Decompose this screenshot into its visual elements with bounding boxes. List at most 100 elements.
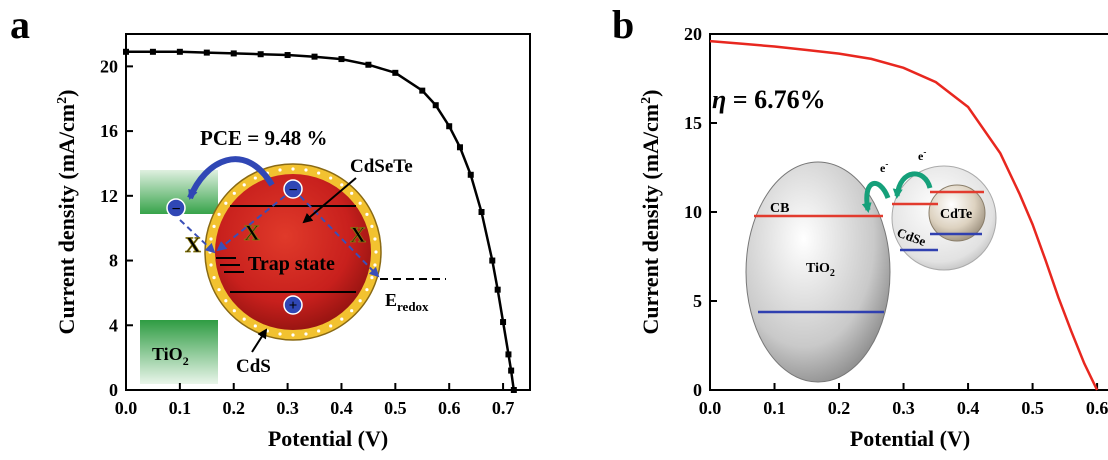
shell-dot bbox=[253, 324, 257, 328]
y-axis-label: Current density (mA/cm2) bbox=[638, 90, 663, 335]
cdsete-label: CdSeTe bbox=[350, 156, 413, 177]
x-tick-label: 0.1 bbox=[763, 398, 786, 418]
x-tick-label: 0.2 bbox=[222, 398, 245, 418]
shell-dot bbox=[340, 317, 344, 321]
hole-core-sign: + bbox=[289, 298, 298, 314]
shell-dot bbox=[350, 191, 354, 195]
block-mark-1: X bbox=[185, 232, 201, 257]
data-point bbox=[494, 286, 501, 293]
y-tick-label: 4 bbox=[109, 315, 118, 335]
cds-pointer bbox=[251, 328, 268, 353]
injection-arrow bbox=[187, 156, 275, 200]
y-tick-label: 8 bbox=[109, 251, 118, 271]
data-point bbox=[392, 69, 399, 76]
tio2-label-b: TiO2 bbox=[806, 261, 835, 279]
series-line bbox=[709, 39, 1099, 391]
x-tick-label: 0.5 bbox=[384, 398, 407, 418]
x-tick-label: 0.7 bbox=[492, 398, 515, 418]
x-tick-label: 0.0 bbox=[115, 398, 138, 418]
shell-dot bbox=[329, 324, 333, 328]
y-axis-label: Current density (mA/cm2) bbox=[54, 90, 79, 335]
data-point bbox=[230, 50, 237, 57]
electron-core-sign: − bbox=[288, 182, 297, 199]
shell-dot bbox=[291, 167, 295, 171]
shell-dot bbox=[224, 201, 228, 205]
electron-core bbox=[283, 179, 303, 199]
shell-dot bbox=[370, 224, 374, 228]
pce-label: PCE = 9.48 % bbox=[200, 126, 327, 150]
data-point bbox=[510, 387, 517, 393]
y-tick-label: 12 bbox=[100, 186, 118, 206]
data-point bbox=[257, 51, 264, 58]
shell-dot bbox=[304, 168, 308, 172]
data-point bbox=[446, 123, 453, 130]
panel-b: b CB TiO2 CdTe CdSe e- e- η = 6.76% 0.0 0… bbox=[612, 2, 1108, 451]
x-axis-label: Potential (V) bbox=[850, 426, 970, 451]
data-point bbox=[284, 52, 291, 59]
transfer-arrow-cdte-cdse bbox=[892, 171, 933, 199]
data-point bbox=[123, 48, 129, 55]
shell-dot bbox=[317, 171, 321, 175]
shell-dot bbox=[317, 329, 321, 333]
electron-tio2-sign: − bbox=[171, 201, 180, 218]
panel-a: a TiO2 Trap state − + − bbox=[10, 2, 531, 451]
shell-dot bbox=[217, 212, 221, 216]
trap-levels bbox=[216, 257, 244, 273]
shell-dot bbox=[304, 332, 308, 336]
data-point bbox=[311, 53, 318, 60]
shell-dot bbox=[373, 237, 377, 241]
trap-state-label: Trap state bbox=[248, 253, 335, 275]
x-tick-label: 0.0 bbox=[699, 398, 722, 418]
shell-dot bbox=[209, 263, 213, 267]
shell-dot bbox=[374, 250, 378, 254]
cdte-label: CdTe bbox=[940, 207, 972, 222]
core-to-redox-arrow bbox=[299, 195, 380, 278]
core-to-trap-arrow bbox=[216, 195, 286, 252]
panel-b-axes: 0.0 0.1 0.2 0.3 0.4 0.5 0.6 0 5 10 15 20 Potential (… bbox=[638, 24, 1108, 451]
electron-label-2: e- bbox=[918, 147, 926, 163]
block-mark-3: X bbox=[350, 222, 366, 247]
block-mark-2: X bbox=[244, 220, 260, 245]
y-tick-label: 10 bbox=[684, 202, 702, 222]
shell-dot bbox=[365, 288, 369, 292]
electron-label-1: e- bbox=[880, 159, 888, 175]
y-tick-label: 15 bbox=[684, 113, 702, 133]
y-tick-label: 20 bbox=[100, 56, 118, 76]
panel-a-axes: 0.0 0.1 0.2 0.3 0.4 0.5 0.6 0.7 0 4 8 12 16 20 Potenti… bbox=[54, 33, 531, 451]
shell-dot bbox=[212, 224, 216, 228]
plot-frame bbox=[125, 33, 531, 391]
electron-tio2 bbox=[166, 198, 186, 218]
shell-dot bbox=[278, 332, 282, 336]
shell-dot bbox=[217, 288, 221, 292]
data-point bbox=[478, 209, 485, 215]
data-point bbox=[489, 257, 496, 264]
shell-dot bbox=[370, 276, 374, 280]
x-tick-label: 0.6 bbox=[1086, 398, 1108, 418]
x-tick-label: 0.6 bbox=[438, 398, 461, 418]
shell-dot bbox=[340, 183, 344, 187]
shell-dot bbox=[291, 333, 295, 337]
x-tick-label: 0.4 bbox=[957, 398, 980, 418]
y-tick-label: 16 bbox=[100, 121, 118, 141]
tio2-to-trap-arrow bbox=[179, 219, 216, 254]
data-point bbox=[467, 171, 474, 178]
tio2-vb-block bbox=[140, 320, 218, 384]
data-point bbox=[338, 56, 345, 63]
data-point bbox=[500, 319, 507, 326]
x-tick-label: 0.3 bbox=[276, 398, 299, 418]
data-point bbox=[456, 144, 463, 151]
data-point bbox=[508, 367, 515, 374]
cds-label: CdS bbox=[236, 356, 271, 377]
shell-dot bbox=[232, 309, 236, 313]
panel-a-plot bbox=[123, 48, 517, 393]
data-point bbox=[149, 48, 156, 55]
y-tick-label: 5 bbox=[693, 291, 702, 311]
shell-dot bbox=[209, 237, 213, 241]
shell-dot bbox=[242, 317, 246, 321]
transfer-arrow-cdse-tio2 bbox=[861, 180, 891, 213]
hole-core bbox=[283, 295, 303, 315]
shell-dot bbox=[212, 276, 216, 280]
shell-dot bbox=[253, 176, 257, 180]
y-tick-label: 20 bbox=[684, 24, 702, 44]
